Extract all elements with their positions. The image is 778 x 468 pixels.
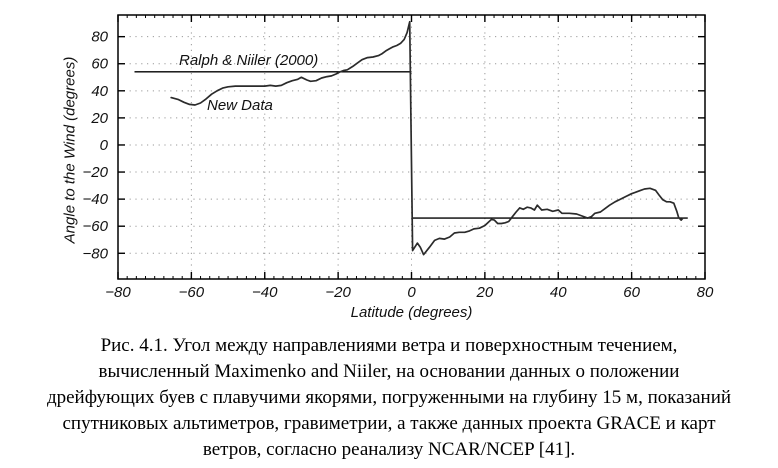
x-tick-label: −80 [105,284,131,301]
y-tick-label: 0 [100,137,109,154]
y-tick-label: 60 [91,56,108,73]
caption-line-1: Рис. 4.1. Угол между направлениями ветра… [100,335,678,356]
annotation-ralph-niiler: Ralph & Niiler (2000) [179,52,319,69]
y-tick-label: −40 [83,191,109,208]
y-tick-label: 40 [91,83,108,100]
caption-line-3: дрейфующих буев с плавучими якорями, пог… [46,387,732,408]
x-tick-label: 40 [550,284,567,301]
chart-area: −80 −60 −40 −20 0 20 40 60 80 −80 −60 −40 −20 0 20 40 60… [61,14,714,321]
y-tick-label: 20 [90,110,108,127]
chart-plot: −80 −60 −40 −20 0 20 40 60 80 −80 −60 −40 −20 0 20 40 60… [83,14,714,301]
caption-line-2: вычисленный Maximenko and Niiler, на осн… [98,361,680,382]
x-tick-label: −20 [325,284,351,301]
x-tick-label: −40 [252,284,278,301]
new-data-curve [170,20,684,256]
x-tick-label: 60 [623,284,640,301]
y-axis-label: Angle to the Wind (degrees) [61,56,79,244]
x-tick-label: −60 [179,284,205,301]
y-tick-label: −80 [83,245,109,262]
y-tick-label: −60 [83,218,109,235]
x-axis-label: Latitude (degrees) [350,304,473,321]
y-tick-label: −20 [83,164,109,181]
x-tick-label: 0 [407,284,416,301]
annotation-new-data: New Data [207,97,273,114]
x-tick-label: 80 [697,284,714,301]
x-tick-label: 20 [476,284,494,301]
caption-line-4: спутниковых альтиметров, гравиметрии, а … [62,413,716,434]
caption-line-5: ветров, согласно реанализу NCAR/NCEP [41… [202,439,576,460]
y-tick-label: 80 [91,29,108,46]
figure-caption: Рис. 4.1. Угол между направлениями ветра… [0,333,778,463]
